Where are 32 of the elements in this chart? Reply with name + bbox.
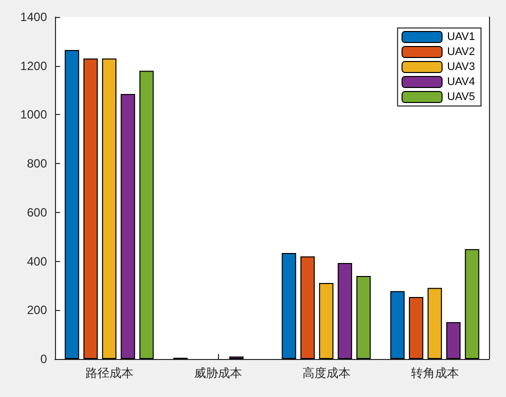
bar xyxy=(338,262,352,359)
bar xyxy=(102,58,116,359)
y-tick-label: 600 xyxy=(26,205,48,220)
bar xyxy=(464,249,480,359)
bar xyxy=(282,252,296,359)
bar xyxy=(356,276,371,359)
bar xyxy=(83,58,98,359)
y-tick-label: 1000 xyxy=(20,108,48,122)
bar xyxy=(319,283,334,359)
legend-label: UAV4 xyxy=(447,76,476,88)
legend-label: UAV5 xyxy=(447,91,476,103)
bar xyxy=(120,94,136,359)
x-tick-label: 高度成本 xyxy=(302,366,350,380)
bar xyxy=(300,256,315,359)
bar xyxy=(408,296,424,359)
y-tick-label: 200 xyxy=(26,303,48,318)
bar xyxy=(428,288,442,359)
bar xyxy=(446,322,461,359)
bar xyxy=(139,70,154,359)
x-tick-label: 转角成本 xyxy=(410,366,459,380)
y-tick-label: 0 xyxy=(40,352,48,366)
y-tick-label: 1200 xyxy=(20,58,48,73)
bar xyxy=(390,291,405,359)
legend-label: UAV1 xyxy=(447,31,476,43)
x-tick-label: 威胁成本 xyxy=(194,366,242,380)
y-tick-label: 800 xyxy=(26,156,48,171)
y-tick-label: 1400 xyxy=(20,10,48,24)
x-tick-label: 路径成本 xyxy=(85,366,134,380)
bar xyxy=(64,50,80,359)
legend-label: UAV2 xyxy=(447,46,476,58)
legend-label: UAV3 xyxy=(447,61,476,73)
y-tick-label: 400 xyxy=(26,254,48,268)
